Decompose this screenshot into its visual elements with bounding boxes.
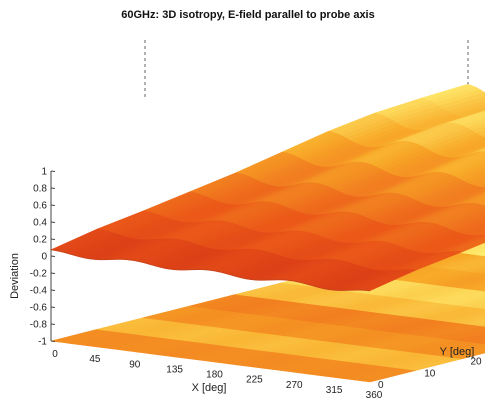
x-tick-label: 135	[166, 364, 183, 375]
floor-cell	[463, 264, 485, 273]
floor-cell	[432, 290, 485, 304]
y-axis-label: Y [deg]	[440, 346, 475, 358]
z-tick-mark	[50, 289, 56, 291]
x-tick-label: 270	[286, 380, 303, 391]
surface-front-edge	[50, 249, 371, 292]
floor-cell	[455, 332, 485, 342]
x-axis-label: X [deg]	[192, 382, 227, 394]
z-tick-mark	[50, 204, 56, 206]
x-tick-label: 180	[206, 370, 223, 381]
floor-cell	[439, 308, 485, 322]
floor-cell	[468, 302, 485, 309]
z-axis-ticks: -1 -0.8 -0.6 -0.4 -0.2 0 0.2 0.4 0.6 0.8 1	[30, 167, 56, 348]
floor-cell	[430, 307, 485, 321]
floor-cell	[476, 305, 485, 310]
floor-cell	[471, 268, 485, 274]
z-tick-label: 0.6	[33, 201, 47, 212]
floor-cell	[475, 322, 485, 327]
x-tick-label: 225	[246, 375, 263, 386]
z-tick-label: 0.4	[33, 218, 47, 229]
y-tick-label: 0	[378, 380, 384, 391]
floor-cell	[470, 285, 485, 291]
floor-cell	[482, 342, 485, 345]
floor-cell	[448, 312, 485, 324]
z-tick-label: -0.6	[30, 303, 48, 314]
floor-cell	[473, 251, 485, 256]
x-tick-label: 0	[52, 349, 58, 360]
chart-title: 60GHz: 3D isotropy, E-field parallel to …	[121, 9, 374, 21]
z-tick-mark	[50, 272, 56, 274]
floor-cell	[461, 281, 485, 290]
floor-cell	[445, 258, 485, 270]
z-tick-mark	[50, 170, 56, 172]
y-axis-ticks: 0102030405060708090	[378, 357, 482, 391]
z-tick-mark	[50, 238, 56, 240]
z-tick-label: 1	[41, 167, 47, 178]
z-tick-mark	[50, 323, 56, 325]
floor-cell	[437, 325, 485, 340]
floor-cell	[482, 254, 485, 257]
z-tick-mark	[50, 306, 56, 308]
z-tick-mark	[50, 187, 56, 189]
floor-cell	[450, 295, 485, 306]
y-tick-label: 10	[424, 368, 436, 379]
x-tick-label: 360	[366, 390, 383, 401]
z-tick-mark	[50, 340, 56, 342]
floor-cell	[473, 339, 485, 344]
floor-cell	[441, 291, 485, 305]
floor-cell	[443, 275, 485, 288]
z-tick-label: -0.2	[30, 269, 48, 280]
y-tick-label: 20	[470, 357, 482, 368]
floor-cell	[452, 278, 485, 289]
floor-cell	[453, 349, 485, 359]
floor-cell	[457, 315, 485, 325]
x-axis-ticks: 0 45 90 135 180 225 270 315 360	[52, 349, 383, 401]
surface-cell	[481, 233, 485, 236]
floor-cell	[444, 345, 485, 358]
z-tick-mark	[50, 255, 56, 257]
floor-cell	[436, 255, 485, 269]
z-tick-label: -0.4	[30, 286, 48, 297]
x-tick-label: 315	[326, 385, 343, 396]
floor-cell	[464, 335, 485, 343]
floor-cell	[480, 271, 485, 274]
z-tick-mark	[50, 221, 56, 223]
z-tick-label: -1	[38, 337, 47, 348]
floor-cell	[435, 343, 485, 357]
x-tick-label: 90	[129, 359, 141, 370]
z-tick-label: -0.8	[30, 320, 48, 331]
z-tick-label: 0	[41, 252, 47, 263]
x-tick-label: 45	[89, 354, 101, 365]
z-tick-label: 0.8	[33, 184, 47, 195]
surface	[50, 84, 485, 292]
floor-cell	[446, 329, 485, 341]
floor-cell	[454, 261, 485, 272]
z-tick-label: 0.2	[33, 235, 47, 246]
floor-cell	[434, 272, 485, 287]
z-axis-label: Deviation	[9, 253, 21, 299]
floor-cell	[459, 298, 485, 307]
